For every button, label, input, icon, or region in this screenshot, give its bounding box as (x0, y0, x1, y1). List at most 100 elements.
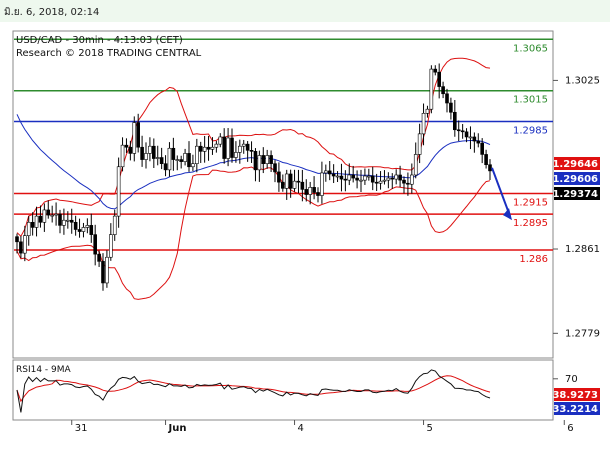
candle-body (152, 145, 156, 159)
candle-body (34, 215, 39, 228)
candle-body (386, 177, 391, 181)
candle-body (355, 177, 359, 181)
rsi-lines (16, 369, 491, 413)
candle-body (331, 173, 336, 177)
candle-body (288, 173, 293, 189)
rsi-value-label: 33.2214 (552, 404, 598, 415)
candle-body (269, 155, 273, 164)
candle-body (284, 173, 289, 189)
price-tick-label: 1.2861 (565, 244, 600, 255)
candle-body (449, 102, 453, 113)
candle-body (167, 147, 172, 171)
candle-body (402, 179, 406, 184)
candle-body (54, 213, 58, 216)
candle-body (480, 142, 484, 155)
candle-body (320, 172, 324, 196)
candle-body (241, 143, 246, 147)
candle-body (390, 177, 395, 180)
rsi-axis: 70 38.9273 33.2214 (552, 374, 600, 415)
candle-body (179, 159, 183, 162)
candle-body (140, 146, 144, 160)
candle-body (367, 175, 371, 178)
candle-body (445, 93, 449, 104)
candle-body (77, 229, 82, 232)
candle-body (124, 144, 129, 148)
rsi-label: RSI14 - 9MA (16, 365, 72, 375)
price-tag-label: 1.29374 (552, 189, 598, 200)
candle-body (484, 154, 488, 166)
time-tick-label: 4 (298, 423, 304, 434)
timestamp: มิ.ย. 6, 2018, 02:14 (4, 7, 100, 18)
price-panel (12, 30, 554, 359)
candle-body (19, 241, 23, 254)
candle-body (171, 147, 176, 160)
candle-body (116, 166, 121, 217)
candle-body (50, 214, 54, 217)
candle-body (281, 181, 285, 189)
candle-body (159, 157, 164, 164)
candle-body (476, 140, 481, 144)
level-label-2: 1.2985 (513, 126, 548, 137)
candle-body (234, 152, 238, 158)
candle-body (363, 175, 367, 181)
candle-body (238, 145, 242, 153)
candle-body (441, 86, 445, 95)
candle-body (214, 143, 219, 148)
candle-body (472, 136, 477, 142)
candle-body (378, 180, 383, 184)
price-tick-label: 1.3025 (565, 75, 600, 86)
candle-body (343, 178, 348, 181)
candle-body (191, 163, 195, 168)
candle-body (148, 145, 152, 154)
candle-body (73, 221, 78, 230)
candle-body (42, 209, 47, 223)
candle-body (66, 219, 70, 222)
rsi-value-label: 38.9273 (552, 390, 598, 401)
time-tick-label: Jun (168, 423, 187, 434)
bollinger-upper (16, 57, 491, 238)
candle-body (249, 150, 254, 152)
candle-body (304, 189, 309, 195)
time-tick-label: 5 (427, 423, 433, 434)
forecast-arrow-head (503, 208, 512, 221)
candle-body (456, 129, 461, 132)
candle-body (453, 111, 457, 131)
chart-title: USD/CAD - 30min - 4:13:03 (CET) (16, 35, 183, 46)
candle-body (202, 146, 207, 152)
candle-body (370, 175, 375, 183)
time-axis: 31 Jun 4 5 6 (71, 420, 574, 434)
candle-body (132, 122, 137, 154)
candle-body (464, 131, 469, 138)
candle-body (406, 182, 410, 185)
candle-body (101, 261, 105, 284)
candle-body (253, 151, 258, 171)
candle-body (81, 227, 86, 232)
price-axis: 1.3025 1.2861 1.2779 (553, 75, 600, 339)
candle-body (120, 144, 125, 168)
candle-body (425, 108, 430, 114)
candle-body (15, 236, 19, 243)
candle-body (433, 68, 438, 73)
candle-body (155, 157, 160, 159)
candle-body (226, 137, 230, 159)
level-label-3: 1.2915 (513, 198, 548, 209)
price-tag-box (554, 187, 600, 200)
candle-body (89, 225, 94, 235)
forecast-arrow-line (491, 167, 511, 217)
candle-body (30, 221, 35, 228)
candle-body (374, 181, 379, 184)
candle-body (410, 174, 414, 185)
candle-body (300, 181, 305, 190)
candle-body (195, 145, 199, 164)
candle-body (468, 136, 473, 139)
candle-body (46, 209, 51, 216)
candle-body (265, 155, 269, 164)
rsi-line (16, 369, 491, 413)
price-tag-box (554, 172, 600, 185)
rsi-value-box (554, 388, 600, 401)
candle-body (93, 234, 97, 255)
candle-body (277, 171, 281, 183)
candle-body (257, 155, 262, 171)
candle-body (316, 192, 320, 196)
candle-body (308, 187, 312, 195)
